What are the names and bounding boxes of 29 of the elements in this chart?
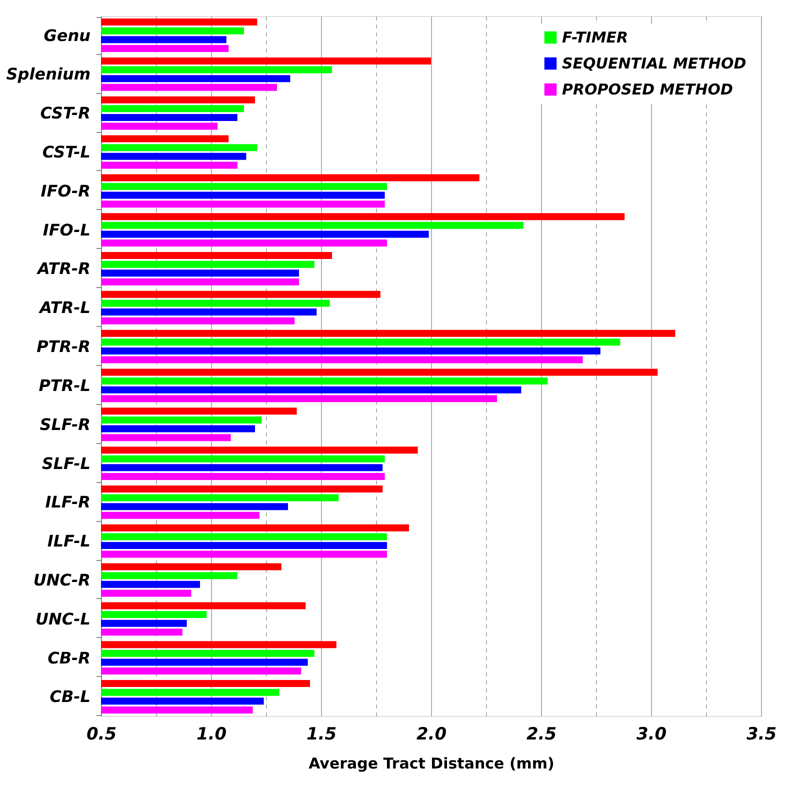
y-tick-label: SLF-L bbox=[42, 454, 90, 473]
x-tick-label: 3.5 bbox=[746, 724, 777, 744]
y-tick-label: ATR-L bbox=[38, 298, 90, 318]
y-tick-label: UNC-R bbox=[33, 570, 90, 590]
x-tick-label: 2.0 bbox=[416, 724, 447, 744]
x-tick-label: 1.0 bbox=[196, 724, 227, 744]
y-tick-label: PTR-L bbox=[38, 376, 90, 395]
x-tick-label: 3.0 bbox=[636, 724, 667, 744]
y-tick-label: ATR-R bbox=[35, 259, 90, 278]
y-tick-label: CB-R bbox=[48, 648, 90, 668]
y-tick-label: ILF-R bbox=[45, 492, 90, 512]
y-tick-label: CB-L bbox=[50, 687, 90, 706]
y-tick-label: IFO-R bbox=[40, 181, 90, 200]
legend-label: PROPOSED METHOD bbox=[562, 80, 733, 98]
y-tick-label: IFO-L bbox=[42, 220, 90, 240]
y-tick-label: CST-L bbox=[42, 142, 90, 162]
x-tick-label: 0.5 bbox=[86, 724, 117, 744]
y-tick-label: Genu bbox=[44, 26, 90, 45]
y-tick-label: Splenium bbox=[6, 64, 90, 84]
legend-label: F-TIMER bbox=[562, 28, 628, 46]
x-tick-label: 2.5 bbox=[526, 724, 557, 744]
x-axis-title: Average Tract Distance (mm) bbox=[308, 754, 554, 772]
y-tick-label: CST-R bbox=[40, 104, 90, 123]
x-tick-label: 1.5 bbox=[306, 724, 337, 744]
y-tick-label: SLF-R bbox=[40, 414, 90, 434]
legend-label: SEQUENTIAL METHOD bbox=[562, 54, 746, 72]
y-tick-label: PTR-R bbox=[36, 337, 90, 356]
y-tick-label: ILF-L bbox=[47, 532, 90, 551]
y-tick-label: UNC-L bbox=[36, 609, 90, 628]
